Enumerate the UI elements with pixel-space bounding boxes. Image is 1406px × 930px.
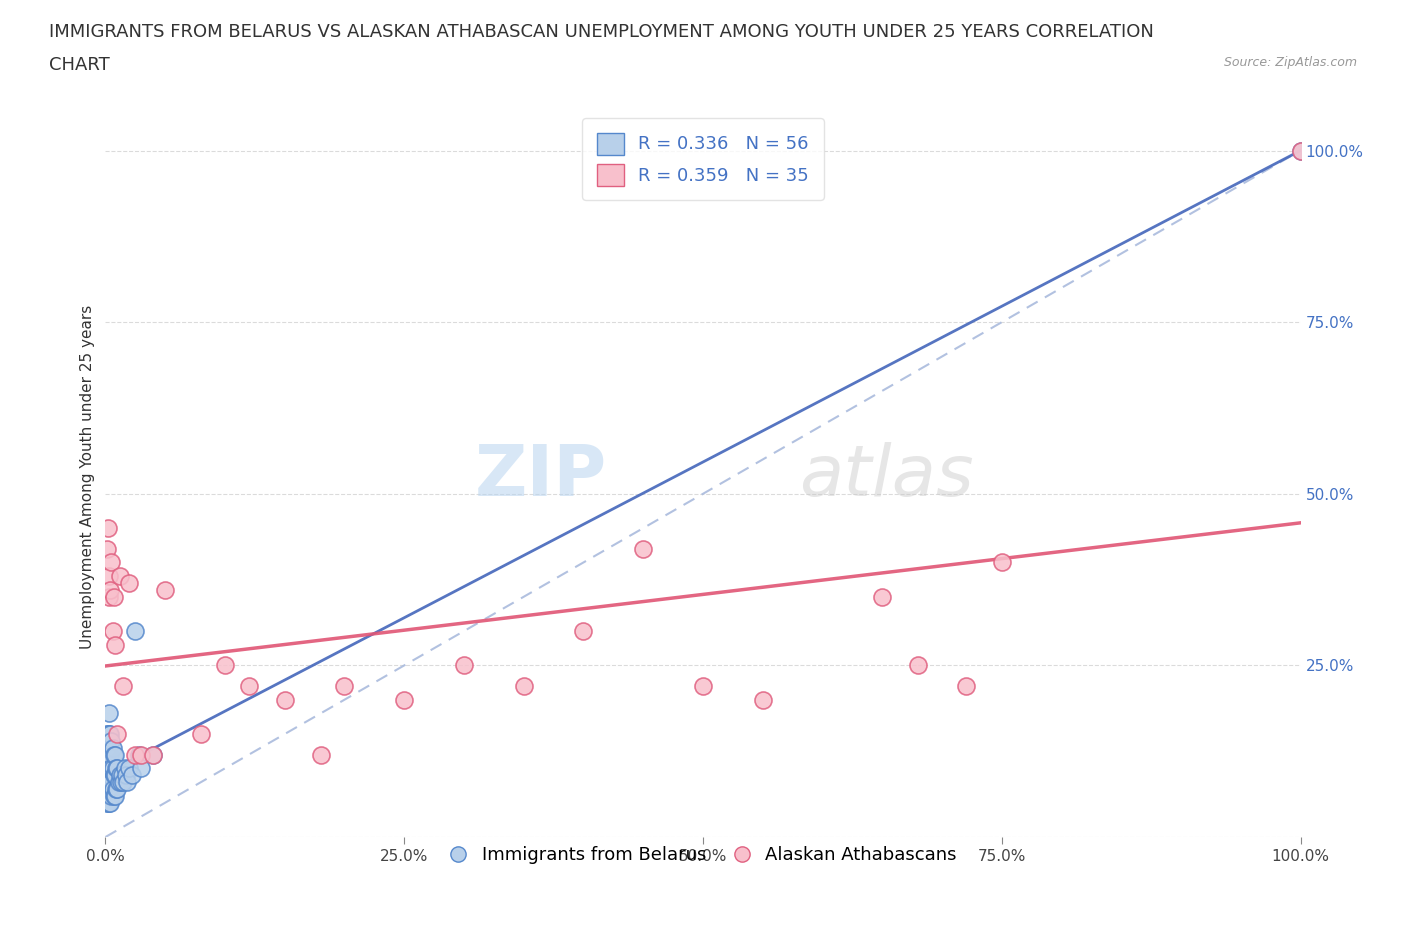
Point [100, 775, 122, 790]
Point [238, 679, 260, 694]
Point [100, 734, 122, 749]
Point [98, 781, 121, 796]
Text: atlas: atlas [799, 442, 973, 512]
Point [100, 789, 122, 804]
Point [128, 747, 150, 762]
Text: Source: ZipAtlas.com: Source: ZipAtlas.com [1223, 56, 1357, 69]
Point [98, 768, 121, 783]
Point [101, 761, 124, 776]
Point [111, 768, 134, 783]
Point [101, 740, 124, 755]
Point [98, 726, 121, 741]
Point [98, 590, 121, 604]
Point [98, 775, 121, 790]
Point [114, 761, 136, 776]
Point [97, 795, 120, 810]
Legend: Immigrants from Belarus, Alaskan Athabascans: Immigrants from Belarus, Alaskan Athabas… [441, 839, 965, 871]
Point [1289, 143, 1312, 158]
Point [103, 747, 125, 762]
Point [97, 521, 120, 536]
Point [1289, 143, 1312, 158]
Point [108, 768, 131, 783]
Point [309, 747, 332, 762]
Point [633, 541, 655, 556]
Point [990, 555, 1012, 570]
Point [97, 775, 120, 790]
Point [121, 768, 143, 783]
Point [692, 679, 714, 694]
Point [98, 747, 121, 762]
Point [98, 582, 121, 597]
Point [98, 761, 121, 776]
Point [96, 761, 118, 776]
Point [98, 569, 121, 584]
Point [118, 761, 141, 776]
Point [98, 706, 121, 721]
Point [107, 775, 129, 790]
Point [104, 789, 127, 804]
Point [108, 569, 131, 584]
Point [124, 747, 146, 762]
Point [104, 747, 127, 762]
Point [98, 795, 121, 810]
Point [96, 795, 118, 810]
Point [97, 761, 120, 776]
Point [100, 761, 122, 776]
Point [105, 781, 128, 796]
Point [112, 775, 135, 790]
Point [129, 761, 153, 776]
Point [96, 775, 118, 790]
Point [114, 768, 136, 783]
Point [97, 740, 120, 755]
Point [103, 768, 125, 783]
Point [153, 582, 177, 597]
Point [96, 726, 118, 741]
Point [107, 761, 129, 776]
Point [142, 747, 165, 762]
Point [453, 658, 475, 672]
Point [513, 679, 536, 694]
Point [101, 624, 124, 639]
Point [98, 747, 121, 762]
Text: IMMIGRANTS FROM BELARUS VS ALASKAN ATHABASCAN UNEMPLOYMENT AMONG YOUTH UNDER 25 : IMMIGRANTS FROM BELARUS VS ALASKAN ATHAB… [49, 23, 1154, 41]
Point [98, 795, 121, 810]
Point [955, 679, 977, 694]
Point [98, 781, 121, 796]
Point [97, 747, 120, 762]
Point [98, 726, 121, 741]
Point [115, 775, 138, 790]
Point [107, 781, 129, 796]
Point [103, 590, 125, 604]
Point [97, 726, 120, 741]
Text: ZIP: ZIP [475, 442, 607, 512]
Point [333, 679, 356, 694]
Text: CHART: CHART [49, 56, 110, 73]
Point [101, 781, 124, 796]
Point [96, 541, 118, 556]
Point [751, 692, 773, 707]
Point [907, 658, 929, 672]
Point [104, 768, 127, 783]
Point [110, 775, 132, 790]
Point [96, 747, 118, 762]
Point [872, 590, 894, 604]
Point [214, 658, 236, 672]
Point [105, 761, 128, 776]
Y-axis label: Unemployment Among Youth under 25 years: Unemployment Among Youth under 25 years [80, 304, 96, 649]
Point [142, 747, 165, 762]
Point [392, 692, 416, 707]
Point [190, 726, 212, 741]
Point [118, 576, 141, 591]
Point [97, 781, 120, 796]
Point [100, 555, 122, 570]
Point [107, 726, 129, 741]
Point [273, 692, 295, 707]
Point [129, 747, 153, 762]
Point [104, 637, 127, 652]
Point [124, 624, 146, 639]
Point [112, 679, 135, 694]
Point [572, 624, 595, 639]
Point [103, 789, 125, 804]
